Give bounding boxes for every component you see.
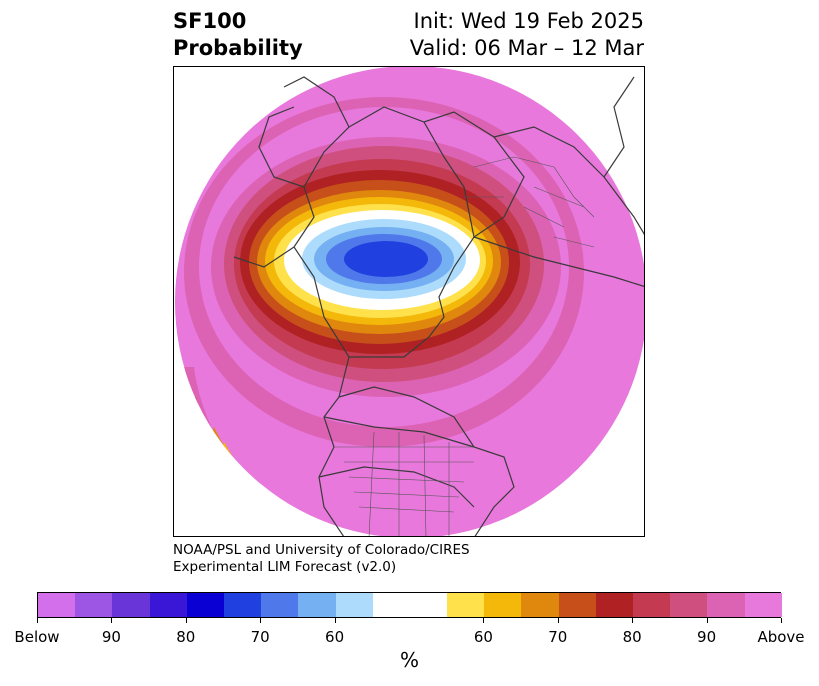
colorbar-bin — [372, 593, 448, 617]
probability-map — [175, 67, 644, 536]
colorbar-bin — [38, 593, 76, 617]
colorbar-bin — [186, 593, 224, 617]
colorbar-bin — [149, 593, 187, 617]
title-block: SF100 Probability — [173, 8, 303, 62]
colorbar-bin — [744, 593, 782, 617]
colorbar-tick-label: 80 — [622, 628, 642, 646]
map-panel — [173, 66, 645, 537]
colorbar-tick-label: Below — [14, 628, 60, 646]
date-block: Init: Wed 19 Feb 2025 Valid: 06 Mar – 12… — [410, 8, 644, 62]
colorbar-tick — [260, 618, 262, 623]
colorbar-tick — [334, 618, 336, 623]
colorbar-bin — [670, 593, 708, 617]
product-title: Probability — [173, 36, 303, 60]
colorbar-tick-label: 60 — [325, 628, 345, 646]
colorbar-bin — [223, 593, 262, 617]
contour-below-center — [344, 241, 428, 277]
colorbar-bin — [112, 593, 150, 617]
colorbar-tick-label: 80 — [176, 628, 196, 646]
colorbar-bin — [335, 593, 373, 617]
colorbar-tick-label: 70 — [548, 628, 568, 646]
colorbar-tick — [483, 618, 485, 623]
colorbar-tick-label: 90 — [101, 628, 121, 646]
colorbar-tick — [557, 618, 559, 623]
colorbar-tick-label: Above — [757, 628, 805, 646]
colorbar-tick-label: 60 — [473, 628, 493, 646]
colorbar-ticks: Below 90 80 70 60 60 70 80 90 Above — [0, 618, 819, 648]
colorbar — [37, 592, 782, 618]
variable-title: SF100 — [173, 9, 247, 33]
colorbar-bin — [558, 593, 596, 617]
colorbar-tick — [781, 618, 782, 623]
colorbar-bin — [298, 593, 336, 617]
colorbar-bin — [484, 593, 522, 617]
colorbar-tick — [111, 618, 113, 623]
credit-line-1: NOAA/PSL and University of Colorado/CIRE… — [173, 542, 470, 558]
colorbar-bin — [707, 593, 745, 617]
colorbar-bin — [633, 593, 671, 617]
colorbar-bin — [447, 593, 485, 617]
colorbar-tick — [632, 618, 634, 623]
colorbar-tick-label: 70 — [250, 628, 270, 646]
colorbar-bin — [261, 593, 299, 617]
init-date: Init: Wed 19 Feb 2025 — [413, 9, 644, 33]
credit-line-2: Experimental LIM Forecast (v2.0) — [173, 559, 397, 575]
political-borders — [334, 156, 595, 536]
colorbar-bin — [75, 593, 113, 617]
credit-text: NOAA/PSL and University of Colorado/CIRE… — [173, 542, 470, 576]
colorbar-tick — [37, 618, 38, 623]
probability-contours — [175, 97, 584, 536]
colorbar-tick-label: 90 — [697, 628, 717, 646]
colorbar-tick — [706, 618, 708, 623]
colorbar-bin — [521, 593, 559, 617]
colorbar-tick — [185, 618, 187, 623]
colorbar-bin — [595, 593, 634, 617]
valid-range: Valid: 06 Mar – 12 Mar — [409, 36, 644, 60]
colorbar-unit: % — [399, 648, 419, 672]
